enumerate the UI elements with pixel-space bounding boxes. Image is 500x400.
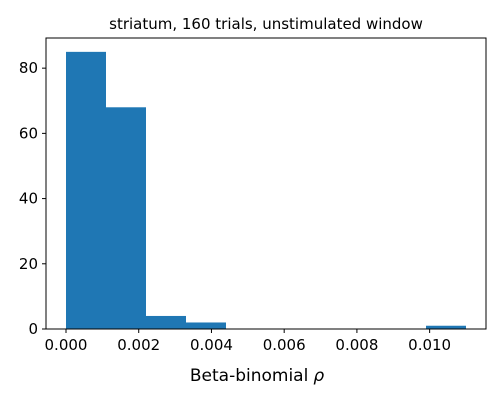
plot-frame	[45, 37, 487, 330]
bars-group	[66, 51, 466, 330]
y-axis: 0 20 40 60 80	[19, 59, 46, 338]
x-tick-label: 0.010	[408, 336, 451, 354]
x-tick-label: 0.000	[45, 336, 88, 354]
y-tick-label: 80	[19, 59, 38, 77]
x-axis-label-symbol: ρ	[313, 366, 324, 386]
y-tick-label: 60	[19, 124, 38, 142]
x-tick-label: 0.008	[335, 336, 378, 354]
x-tick-label: 0.006	[263, 336, 306, 354]
histogram-bar	[146, 315, 186, 329]
x-axis-label: Beta-binomial ρ	[190, 366, 324, 386]
y-tick-label: 0	[28, 320, 38, 338]
x-axis-label-text: Beta-binomial	[190, 366, 308, 386]
histogram-bar	[426, 325, 466, 329]
chart-title: striatum, 160 trials, unstimulated windo…	[109, 15, 423, 33]
histogram-bar	[106, 107, 146, 330]
histogram-bar	[186, 322, 226, 329]
y-tick-label: 20	[19, 255, 38, 273]
y-tick-label: 40	[19, 190, 38, 208]
x-tick-label: 0.004	[190, 336, 233, 354]
x-axis: 0.000 0.002 0.004 0.006 0.008 0.010	[45, 329, 451, 354]
x-tick-label: 0.002	[117, 336, 160, 354]
histogram-bar	[66, 51, 106, 329]
